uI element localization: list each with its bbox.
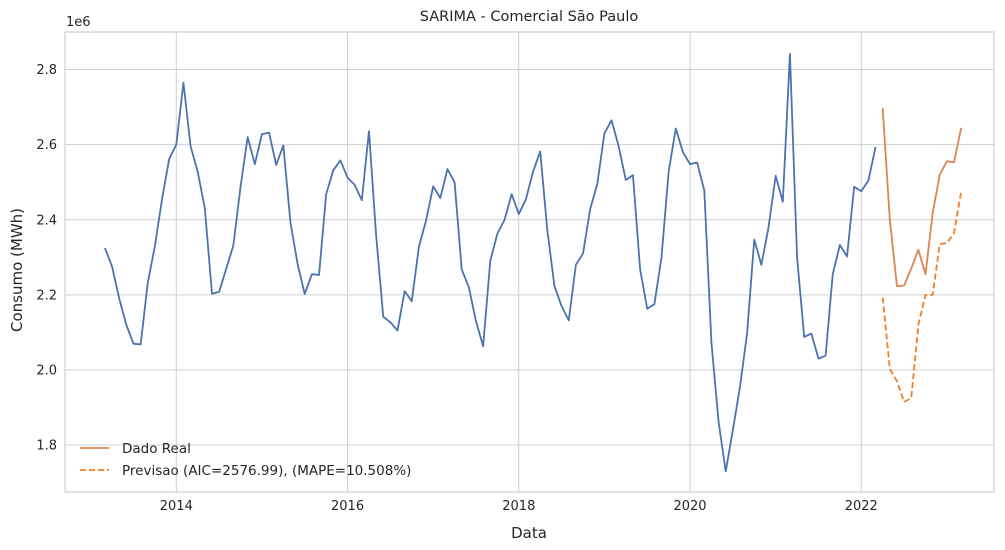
x-axis-ticks: 2014 2016 2018 2020 2022 — [160, 499, 878, 514]
y-tick-label: 2.6 — [36, 138, 57, 153]
grid-lines — [65, 32, 994, 492]
chart-title: SARIMA - Comercial São Paulo — [420, 9, 639, 25]
y-axis-ticks: 1.8 2.0 2.2 2.4 2.6 2.8 — [36, 63, 57, 454]
series-line-previsao — [881, 191, 963, 403]
y-tick-label: 2.4 — [36, 213, 57, 228]
legend-label-dado-real: Dado Real — [122, 441, 191, 457]
y-tick-label: 2.0 — [36, 363, 57, 378]
series-lines — [104, 52, 963, 473]
x-tick-label: 2014 — [160, 499, 193, 514]
legend-label-previsao: Previsao (AIC=2576.99), (MAPE=10.508%) — [122, 463, 411, 479]
legend: Dado Real Previsao (AIC=2576.99), (MAPE=… — [80, 441, 411, 479]
x-tick-label: 2022 — [845, 499, 878, 514]
x-tick-label: 2018 — [502, 499, 535, 514]
series-line-history — [104, 52, 877, 473]
x-tick-label: 2020 — [673, 499, 706, 514]
series-line-dado-real — [881, 108, 963, 288]
plot-frame — [64, 31, 995, 493]
y-offset-label: 1e6 — [66, 15, 91, 30]
y-tick-label: 1.8 — [36, 439, 57, 454]
x-tick-label: 2016 — [331, 499, 364, 514]
y-tick-label: 2.2 — [36, 288, 57, 303]
y-tick-label: 2.8 — [36, 63, 57, 78]
y-axis-label: Consumo (MWh) — [8, 208, 26, 332]
x-axis-label: Data — [511, 524, 547, 542]
